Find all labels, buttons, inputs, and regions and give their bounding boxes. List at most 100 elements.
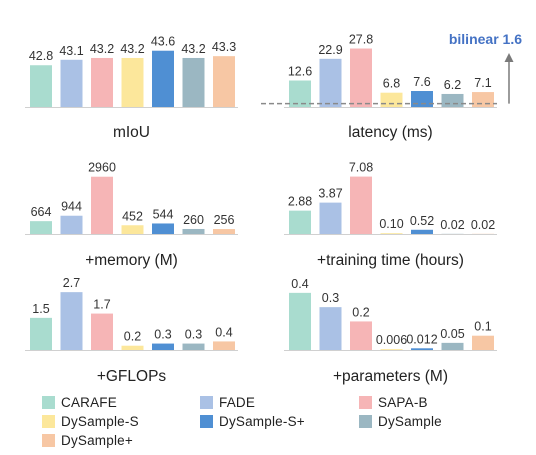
panel-3: 664 944 2960 452 544 260 256 +memory (M) xyxy=(25,161,238,269)
panel-1: 42.8 43.1 43.2 43.2 43.6 43.2 43.3 mIoU xyxy=(25,35,238,141)
legend-item-dysample-s: DySample-S xyxy=(42,412,139,430)
data-label: 0.3 xyxy=(185,328,202,342)
data-label: 260 xyxy=(183,213,204,227)
bar-dysample-s xyxy=(121,57,144,107)
panel-caption: +parameters (M) xyxy=(333,368,448,385)
panel-caption: +training time (hours) xyxy=(317,252,464,269)
legend-swatch xyxy=(42,414,55,428)
data-label: 0.4 xyxy=(215,325,232,339)
data-label: 544 xyxy=(153,207,174,221)
data-label: 27.8 xyxy=(349,33,373,47)
panel-2: 12.6 22.9 27.8 6.8 7.6 6.2 7.1 bilinear 1.6 late… xyxy=(261,31,522,141)
data-label: 3.87 xyxy=(318,187,342,201)
data-label: 944 xyxy=(61,200,82,214)
data-label: 2960 xyxy=(88,161,116,175)
panel-caption: mIoU xyxy=(113,124,150,141)
bar-dysample-s xyxy=(380,233,403,234)
legend-swatch xyxy=(42,395,55,409)
data-label: 452 xyxy=(122,209,143,223)
bar-dysample- xyxy=(472,335,494,350)
data-label: 0.02 xyxy=(471,218,495,232)
data-label: 1.7 xyxy=(93,298,110,312)
data-label: 0.1 xyxy=(474,320,491,334)
data-label: 6.8 xyxy=(383,77,400,91)
legend-item-sapa-b: SAPA-B xyxy=(359,393,428,411)
data-label: 0.012 xyxy=(406,332,437,346)
legend-swatch xyxy=(42,433,55,447)
bar-carafe xyxy=(30,221,52,234)
panel-caption: +GFLOPs xyxy=(97,368,167,385)
legend-label: FADE xyxy=(219,394,256,410)
bar-sapa-b xyxy=(91,313,113,350)
bar-dysample-s- xyxy=(152,343,174,350)
panel-caption: latency (ms) xyxy=(348,124,432,141)
bar-dysample-s xyxy=(121,225,144,234)
bar-dysample- xyxy=(213,341,235,350)
bar-carafe xyxy=(289,80,311,107)
panel-5: 1.5 2.7 1.7 0.2 0.3 0.3 0.4 +GFLOPs xyxy=(25,276,238,385)
legend-label: DySample-S xyxy=(61,413,139,429)
bar-carafe xyxy=(289,292,311,350)
bar-carafe xyxy=(30,317,52,350)
bar-sapa-b xyxy=(91,57,113,107)
data-label: 0.3 xyxy=(322,291,339,305)
bar-dysample xyxy=(441,342,464,350)
bar-sapa-b xyxy=(350,48,372,107)
reference-arrow-head xyxy=(504,53,514,62)
bar-fade xyxy=(319,307,342,350)
bar-fade xyxy=(319,58,342,107)
data-label: 0.3 xyxy=(154,328,171,342)
data-label: 43.6 xyxy=(151,35,175,49)
bar-dysample-s- xyxy=(411,229,433,234)
panel-4: 2.88 3.87 7.08 0.10 0.52 0.02 0.02 +training ti… xyxy=(284,161,497,269)
data-label: 12.6 xyxy=(288,65,312,79)
bar-dysample-s- xyxy=(152,223,174,234)
data-label: 7.1 xyxy=(474,76,491,90)
data-label: 0.006 xyxy=(376,333,407,347)
legend-item-dysample-: DySample+ xyxy=(42,431,133,449)
legend-label: DySample+ xyxy=(61,432,133,448)
data-label: 43.2 xyxy=(120,42,144,56)
data-label: 43.2 xyxy=(90,42,114,56)
legend-label: DySample-S+ xyxy=(219,413,305,429)
data-label: 664 xyxy=(31,205,52,219)
panel-caption: +memory (M) xyxy=(85,252,178,269)
data-label: 7.6 xyxy=(413,75,430,89)
legend-item-dysample: DySample xyxy=(359,412,442,430)
bar-dysample-s xyxy=(380,349,403,350)
bar-carafe xyxy=(289,210,311,234)
bar-fade xyxy=(60,215,83,234)
data-label: 0.2 xyxy=(124,330,141,344)
legend-item-dysample-s-: DySample-S+ xyxy=(200,412,305,430)
bar-sapa-b xyxy=(350,176,372,234)
legend-label: DySample xyxy=(378,413,442,429)
data-label: 22.9 xyxy=(318,43,342,57)
legend-swatch xyxy=(200,414,213,428)
bar-dysample xyxy=(182,343,205,350)
data-label: 1.5 xyxy=(32,302,49,316)
legend-item-fade: FADE xyxy=(200,393,255,411)
data-label: 256 xyxy=(214,213,235,227)
data-label: 0.10 xyxy=(379,217,403,231)
bar-fade xyxy=(319,202,342,234)
bar-fade xyxy=(60,59,83,107)
data-label: 42.8 xyxy=(29,49,53,63)
panel-6: 0.4 0.3 0.2 0.006 0.012 0.05 0.1 +parameters (M… xyxy=(284,277,497,385)
bar-sapa-b xyxy=(350,321,372,350)
data-label: 0.4 xyxy=(291,277,308,291)
bar-sapa-b xyxy=(91,176,113,234)
reference-line-label: bilinear 1.6 xyxy=(449,31,522,47)
data-label: 0.05 xyxy=(440,327,464,341)
bar-dysample- xyxy=(213,229,235,234)
data-label: 43.2 xyxy=(181,42,205,56)
bar-fade xyxy=(60,292,83,350)
legend-item-carafe: CARAFE xyxy=(42,393,117,411)
bar-dysample xyxy=(182,228,205,234)
data-label: 7.08 xyxy=(349,161,373,175)
legend-label: SAPA-B xyxy=(378,394,428,410)
legend-swatch xyxy=(359,414,372,428)
bar-dysample xyxy=(182,57,205,107)
legend-swatch xyxy=(359,395,372,409)
bar-dysample-s xyxy=(121,345,144,350)
